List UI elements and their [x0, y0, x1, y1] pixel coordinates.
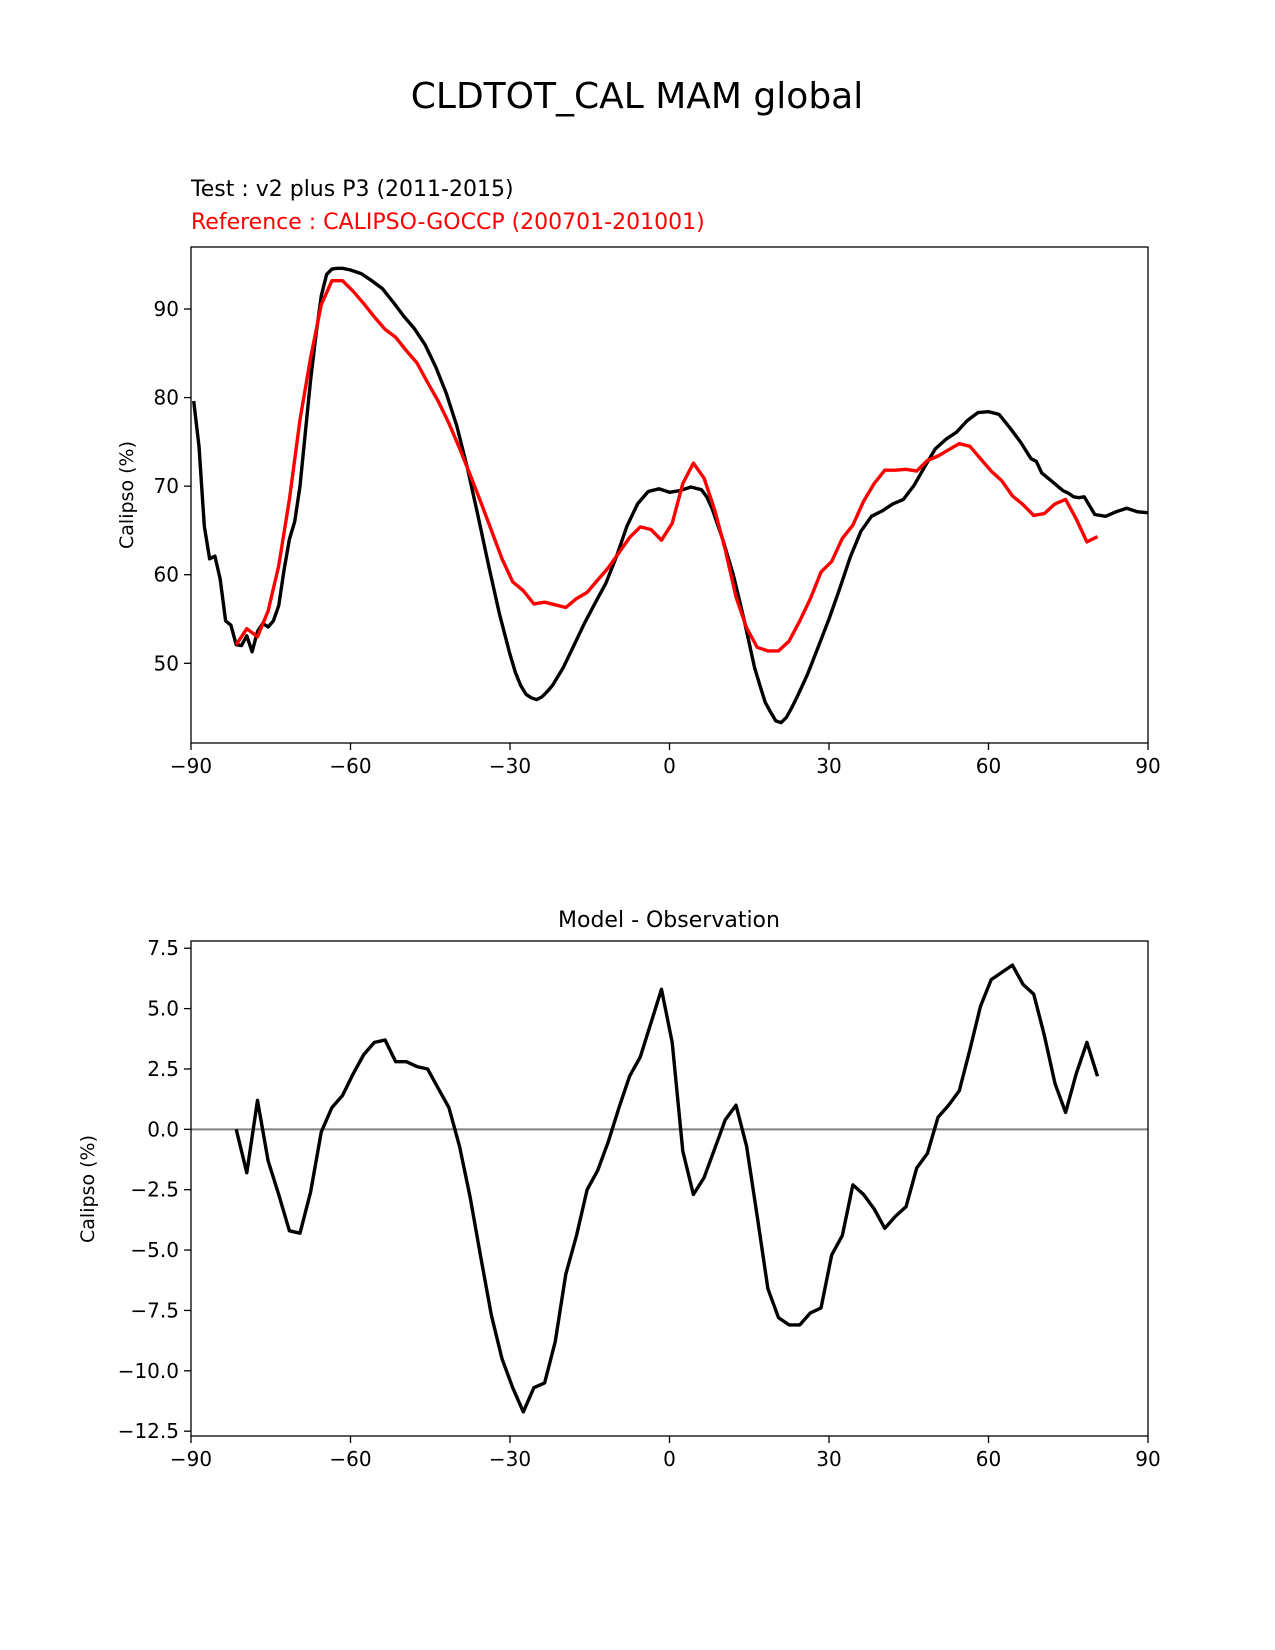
top-plot-frame	[190, 246, 1149, 744]
top-x-tick-label: −30	[489, 754, 531, 778]
top-y-tick-label: 50	[154, 651, 179, 675]
bottom-y-tick-label: −10.0	[118, 1359, 179, 1383]
bottom-y-axis: 7.5 5.0 2.5 0.0 −2.5 −5.0 −7.5 −10.0 −12.5	[118, 936, 191, 1443]
top-x-tick-label: 30	[816, 754, 841, 778]
bottom-y-axis-label: Calipso (%)	[77, 1135, 99, 1243]
bottom-y-tick-label: −5.0	[130, 1238, 179, 1262]
bottom-x-tick-label: 0	[663, 1447, 676, 1471]
bottom-y-tick-label: 5.0	[147, 997, 179, 1021]
top-chart: Test : v2 plus P3 (2011-2015) Reference …	[116, 177, 1161, 778]
top-x-tick-label: −60	[329, 754, 371, 778]
reference-label: Reference : CALIPSO-GOCCP (200701-201001…	[191, 210, 705, 235]
test-label: Test : v2 plus P3 (2011-2015)	[190, 177, 514, 202]
top-y-axis-label: Calipso (%)	[116, 441, 138, 549]
top-series-line-0	[192, 266, 1149, 725]
bottom-y-tick-label: −12.5	[118, 1419, 179, 1443]
bottom-y-tick-label: −2.5	[130, 1178, 179, 1202]
bottom-y-tick-label: −7.5	[130, 1298, 179, 1322]
bottom-chart: Model - Observation −90 −60 −30 0 30 60 90 7.5…	[77, 908, 1161, 1471]
bottom-y-tick-label: 2.5	[147, 1057, 179, 1081]
top-y-tick-label: 90	[154, 297, 179, 321]
bottom-x-axis: −90 −60 −30 0 30 60 90	[170, 1436, 1161, 1471]
top-x-tick-label: −90	[170, 754, 212, 778]
bottom-plot-frame	[190, 940, 1149, 1437]
bottom-y-tick-label: 7.5	[147, 936, 179, 960]
top-y-tick-label: 80	[154, 386, 179, 410]
bottom-x-tick-label: −90	[170, 1447, 212, 1471]
figure-title: CLDTOT_CAL MAM global	[411, 76, 863, 117]
top-series-layer	[192, 266, 1149, 725]
bottom-x-tick-label: −30	[489, 1447, 531, 1471]
bottom-y-tick-label: 0.0	[147, 1117, 179, 1141]
top-x-tick-label: 90	[1135, 754, 1160, 778]
bottom-series-line-0	[234, 963, 1100, 1414]
top-y-axis: 50 60 70 80 90	[154, 297, 191, 675]
top-x-axis: −90 −60 −30 0 30 60 90	[170, 743, 1161, 778]
bottom-series-layer	[234, 963, 1100, 1414]
top-y-tick-label: 60	[154, 563, 179, 587]
top-series-line-1	[234, 279, 1099, 653]
bottom-x-tick-label: 90	[1135, 1447, 1160, 1471]
top-x-tick-label: 60	[976, 754, 1001, 778]
bottom-x-tick-label: 30	[816, 1447, 841, 1471]
bottom-x-tick-label: 60	[976, 1447, 1001, 1471]
bottom-x-tick-label: −60	[329, 1447, 371, 1471]
bottom-chart-title: Model - Observation	[558, 908, 780, 933]
top-y-tick-label: 70	[154, 474, 179, 498]
top-x-tick-label: 0	[663, 754, 676, 778]
